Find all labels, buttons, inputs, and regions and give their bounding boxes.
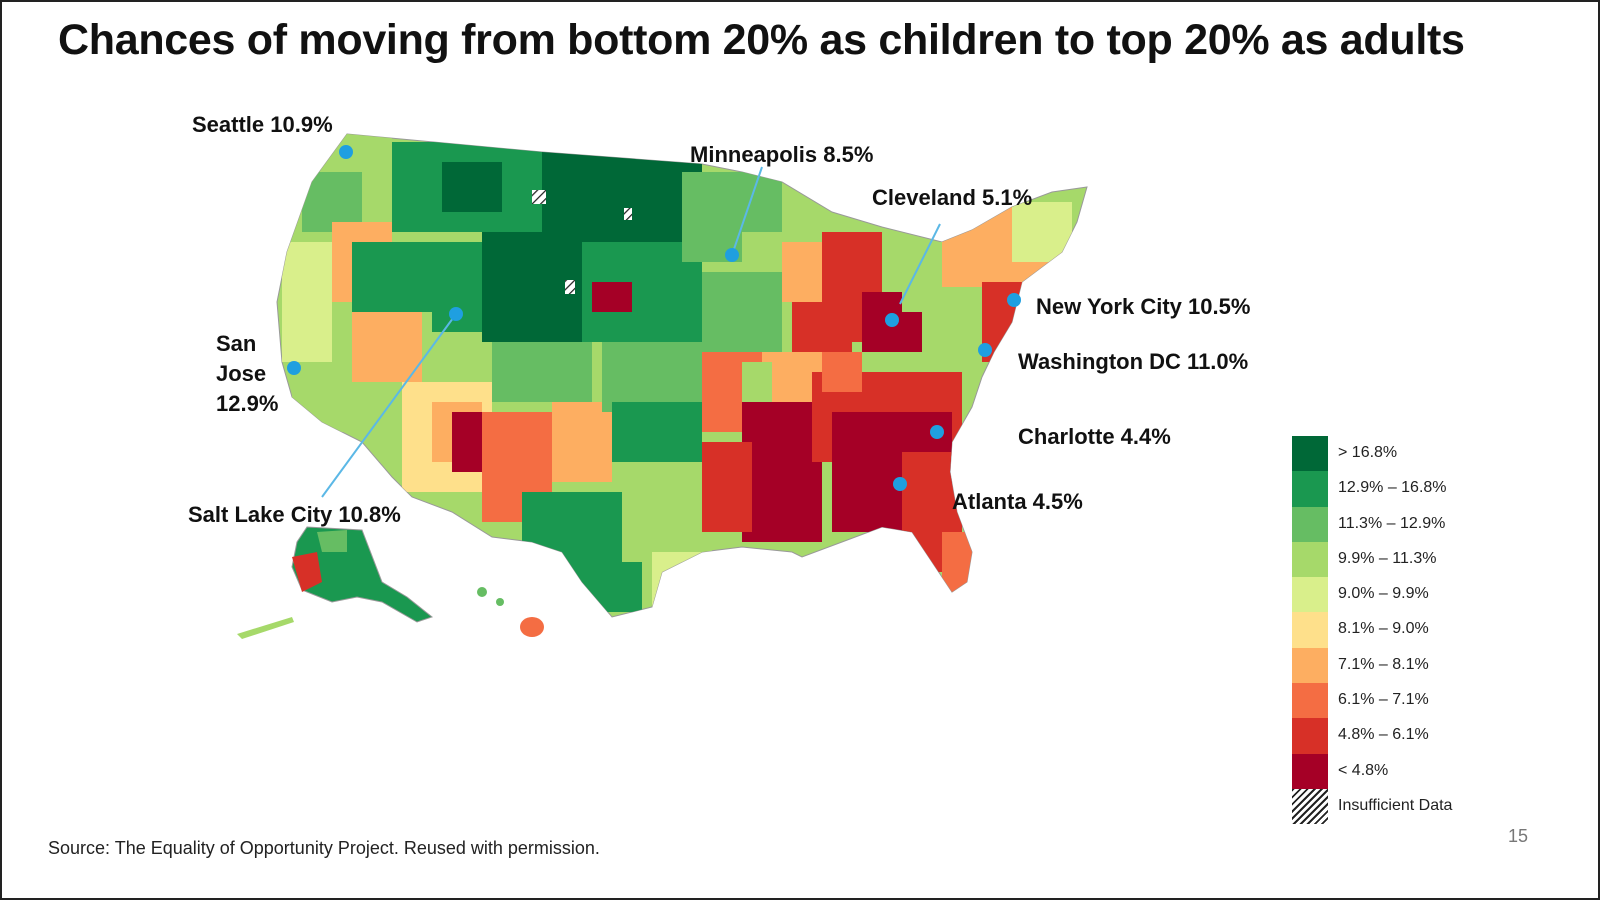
legend-swatch — [1292, 718, 1328, 754]
legend-swatch — [1292, 541, 1328, 578]
legend-item: 7.1% – 8.1% — [1292, 647, 1532, 684]
legend-swatch — [1292, 612, 1328, 648]
insufficient-data-patch — [532, 190, 546, 204]
legend-item: 12.9% – 16.8% — [1292, 471, 1532, 507]
insufficient-data-patch — [624, 208, 632, 220]
legend-label: 9.0% – 9.9% — [1338, 585, 1429, 603]
legend-item: 11.3% – 12.9% — [1292, 506, 1532, 542]
marker-charlotte[interactable] — [930, 425, 944, 439]
hawaii-island — [477, 587, 487, 597]
leader-line-minneapolis — [731, 166, 763, 256]
marker-washington[interactable] — [978, 343, 992, 357]
insufficient-data-patch — [565, 280, 575, 294]
legend-label: < 4.8% — [1338, 761, 1389, 779]
us-mobility-map — [182, 112, 1182, 672]
hawaii-big-island — [520, 617, 544, 637]
alaska-north-region — [317, 530, 347, 552]
marker-minneapolis[interactable] — [725, 248, 739, 262]
marker-seattle[interactable] — [339, 145, 353, 159]
legend-swatch — [1292, 436, 1328, 472]
aleutian-islands — [237, 617, 294, 639]
label-cleveland: Cleveland 5.1% — [872, 185, 1033, 210]
legend-item: 6.1% – 7.1% — [1292, 683, 1532, 719]
legend-item: Insufficient Data — [1292, 788, 1532, 825]
legend-item: > 16.8% — [1292, 436, 1532, 472]
label-san-jose-line: 12.9% — [216, 391, 279, 416]
legend-label: 7.1% – 8.1% — [1338, 655, 1429, 673]
label-new-york: New York City 10.5% — [1036, 294, 1251, 319]
legend-swatch — [1292, 753, 1328, 789]
legend-swatch — [1292, 471, 1328, 507]
legend-swatch — [1292, 506, 1328, 542]
legend-item: 8.1% – 9.0% — [1292, 612, 1532, 648]
label-atlanta: Atlanta 4.5% — [952, 489, 1083, 514]
legend-item: 4.8% – 6.1% — [1292, 718, 1532, 754]
legend-label: Insufficient Data — [1338, 796, 1453, 814]
label-san-jose-line: San — [216, 331, 257, 356]
label-seattle: Seattle 10.9% — [192, 112, 333, 137]
legend-item: 9.9% – 11.3% — [1292, 541, 1532, 578]
leader-line-cleveland — [899, 223, 941, 305]
source-citation: Source: The Equality of Opportunity Proj… — [48, 838, 600, 858]
label-washington: Washington DC 11.0% — [1018, 349, 1249, 374]
marker-new-york[interactable] — [1007, 293, 1021, 307]
marker-cleveland[interactable] — [885, 313, 899, 327]
marker-salt-lake[interactable] — [449, 307, 463, 321]
hawaii-island — [496, 598, 504, 606]
legend-label: > 16.8% — [1338, 444, 1398, 461]
label-salt-lake: Salt Lake City 10.8% — [188, 502, 401, 527]
marker-atlanta[interactable] — [893, 477, 907, 491]
legend-swatch — [1292, 683, 1328, 719]
page-number: 15 — [1508, 826, 1529, 846]
us-map-graphic — [237, 133, 1088, 639]
slide-title: Chances of moving from bottom 20% as chi… — [58, 16, 1465, 64]
legend-label: 4.8% – 6.1% — [1338, 726, 1429, 744]
legend-item: < 4.8% — [1292, 753, 1532, 789]
legend-label: 12.9% – 16.8% — [1338, 479, 1447, 497]
legend-label: 9.9% – 11.3% — [1338, 549, 1437, 567]
legend-label: 6.1% – 7.1% — [1338, 691, 1429, 709]
legend-label: 11.3% – 12.9% — [1338, 514, 1446, 532]
marker-san-jose[interactable] — [287, 361, 301, 375]
legend-swatch — [1292, 577, 1328, 613]
map-legend: > 16.8% 12.9% – 16.8% 11.3% – 12.9% 9.9%… — [1292, 436, 1532, 825]
legend-swatch-insufficient — [1292, 788, 1328, 825]
region-color-fills — [277, 134, 1072, 617]
legend-swatch — [1292, 647, 1328, 684]
label-minneapolis: Minneapolis 8.5% — [690, 142, 874, 167]
label-charlotte: Charlotte 4.4% — [1018, 424, 1171, 449]
label-san-jose: San Jose 12.9% — [216, 329, 278, 419]
label-san-jose-line: Jose — [216, 361, 267, 386]
alaska-west-region — [292, 552, 322, 592]
leader-line-salt-lake — [321, 313, 457, 498]
legend-item: 9.0% – 9.9% — [1292, 577, 1532, 613]
legend-label: 8.1% – 9.0% — [1338, 620, 1429, 638]
